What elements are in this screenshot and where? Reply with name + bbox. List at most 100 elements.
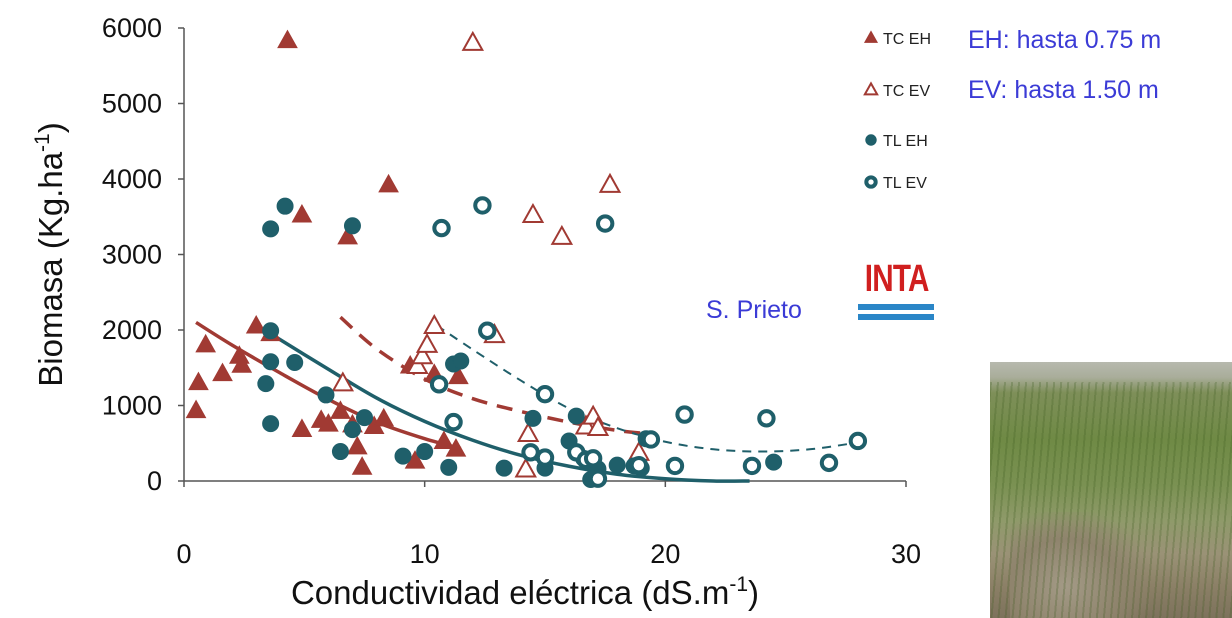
legend: TC EH TC EV TL EH TL EV — [863, 30, 931, 192]
data-point — [291, 204, 313, 223]
data-point — [331, 371, 355, 392]
legend-marker — [865, 134, 877, 146]
data-point — [351, 456, 373, 475]
y-tick-label: 0 — [147, 466, 162, 496]
logo-text: INTA — [864, 258, 930, 300]
data-point — [742, 456, 762, 476]
legend-label: TL EV — [883, 175, 927, 192]
data-point — [445, 438, 467, 457]
data-point — [185, 399, 207, 419]
data-point — [429, 375, 449, 394]
y-tick-label: 2000 — [102, 315, 162, 345]
data-point — [394, 447, 412, 465]
x-tick-label: 30 — [891, 539, 921, 569]
data-point — [524, 409, 542, 427]
data-point — [286, 353, 304, 371]
data-point — [331, 443, 349, 461]
data-point — [346, 435, 368, 455]
note-eh: EH: hasta 0.75 m — [968, 26, 1162, 54]
data-point — [588, 469, 608, 488]
fit-curve — [436, 324, 859, 453]
data-point — [257, 375, 275, 393]
x-tick-label: 10 — [410, 539, 440, 569]
inta-logo: INTA — [856, 258, 936, 328]
fit-curve — [339, 315, 654, 436]
data-point — [411, 344, 434, 365]
data-point — [495, 459, 513, 477]
field-photo — [990, 362, 1232, 618]
data-point — [444, 412, 463, 432]
data-point — [521, 202, 545, 224]
data-point — [848, 431, 868, 451]
y-axis-title: Biomasa (Kg.ha-1) — [31, 122, 69, 386]
data-point — [356, 409, 373, 427]
data-point — [262, 220, 280, 238]
data-point — [629, 455, 649, 475]
data-point — [262, 415, 280, 433]
photo-soil — [1010, 512, 1150, 618]
data-point — [535, 448, 555, 467]
legend-marker — [863, 30, 879, 43]
author-credit: S. Prieto — [706, 296, 802, 324]
y-tick-label: 1000 — [102, 391, 162, 421]
axes: 0 1000 2000 3000 4000 5000 6000 0 10 20 30 Conducti… — [31, 13, 921, 611]
fit-curve — [269, 332, 750, 483]
data-point — [195, 333, 217, 353]
data-point — [516, 421, 540, 442]
data-point — [433, 430, 455, 450]
data-point — [819, 453, 839, 473]
data-point — [514, 457, 537, 478]
legend-label: TC EV — [883, 83, 930, 100]
data-point — [583, 449, 603, 468]
data-point — [277, 29, 298, 49]
data-point — [478, 321, 497, 340]
data-points — [185, 29, 868, 488]
logo-bar — [858, 314, 934, 320]
data-point — [231, 354, 253, 373]
data-point — [521, 443, 540, 462]
y-tick-label: 3000 — [102, 240, 162, 270]
data-point — [461, 30, 485, 51]
data-point — [262, 353, 280, 371]
data-point — [432, 218, 451, 238]
x-tick-label: 20 — [650, 539, 680, 569]
legend-marker — [863, 81, 879, 96]
data-point — [406, 353, 429, 375]
legend-label: TC EH — [883, 31, 931, 48]
note-ev: EV: hasta 1.50 m — [968, 76, 1159, 104]
data-point — [765, 453, 783, 471]
data-point — [337, 225, 359, 245]
data-point — [343, 217, 361, 235]
data-point — [448, 365, 469, 385]
legend-label: TL EH — [883, 133, 928, 150]
photo-grass — [990, 382, 1232, 618]
data-point — [343, 421, 361, 439]
data-point — [598, 172, 622, 193]
y-tick-label: 6000 — [102, 13, 162, 43]
data-point — [675, 405, 694, 424]
data-point — [595, 214, 615, 233]
data-point — [452, 352, 470, 370]
data-point — [416, 443, 434, 461]
data-point — [317, 386, 335, 404]
data-point — [423, 313, 446, 335]
data-point — [415, 332, 439, 353]
data-point — [245, 315, 267, 334]
data-point — [378, 173, 399, 193]
data-point — [567, 407, 585, 425]
data-point — [550, 224, 574, 245]
data-point — [440, 458, 458, 476]
data-point — [586, 415, 610, 436]
data-point — [318, 413, 339, 432]
x-tick-label: 0 — [176, 539, 191, 569]
data-point — [373, 407, 395, 427]
logo-bar — [858, 304, 934, 310]
data-point — [330, 400, 351, 419]
data-point — [212, 362, 233, 382]
data-point — [188, 371, 209, 391]
x-axis-title: Conductividad eléctrica (dS.m-1) — [291, 573, 759, 611]
data-point — [608, 456, 626, 474]
legend-marker — [864, 175, 878, 189]
data-point — [473, 196, 492, 215]
